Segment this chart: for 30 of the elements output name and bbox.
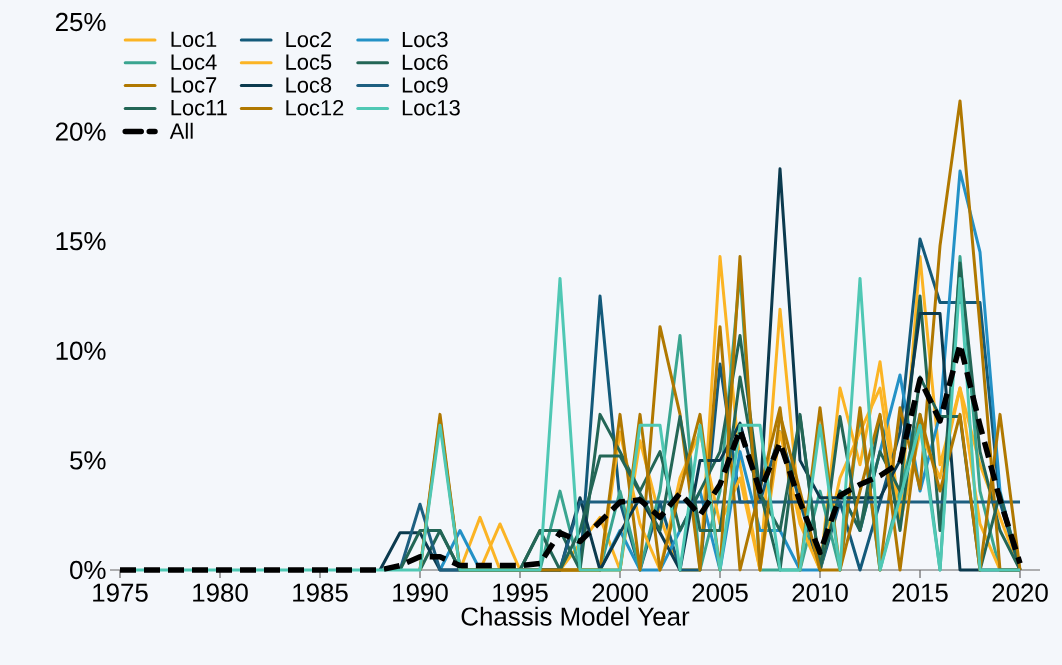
x-axis-title: Chassis Model Year — [461, 606, 690, 626]
legend-label: Loc7 — [171, 77, 217, 93]
y-tick-label: 25% — [55, 12, 106, 32]
y-tick-label: 10% — [56, 341, 106, 360]
legend-label: Loc9 — [402, 77, 448, 93]
y-tick-label: 15% — [56, 232, 106, 251]
x-tick-label: 2020 — [992, 583, 1048, 602]
x-tick-label: 2015 — [892, 583, 948, 602]
legend-label: Loc4 — [171, 54, 217, 70]
x-tick-label: 2010 — [792, 583, 848, 602]
x-tick-label: 2000 — [592, 583, 648, 602]
x-tick-label: 2005 — [692, 583, 748, 602]
legend-label: Loc8 — [286, 77, 332, 93]
legend-label: Loc6 — [402, 54, 448, 70]
legend-label: All — [169, 122, 193, 139]
x-tick-label: 1990 — [393, 583, 448, 602]
legend-label: Loc11 — [171, 100, 227, 116]
legend-label: Loc2 — [286, 31, 332, 48]
y-tick-label: 0% — [70, 560, 106, 580]
y-tick-label: 20% — [55, 122, 106, 141]
y-tick-label: 5% — [70, 451, 106, 470]
legend-label: Loc12 — [286, 100, 344, 116]
x-tick-label: 1995 — [493, 583, 548, 602]
x-tick-label: 1980 — [193, 583, 248, 602]
legend-label: Loc1 — [171, 31, 217, 48]
legend-label: Loc5 — [286, 54, 332, 70]
legend-label: Loc3 — [402, 31, 448, 48]
legend-label: Loc13 — [402, 100, 460, 116]
x-tick-label: 1985 — [293, 583, 348, 602]
x-tick-label: 1975 — [93, 583, 148, 602]
